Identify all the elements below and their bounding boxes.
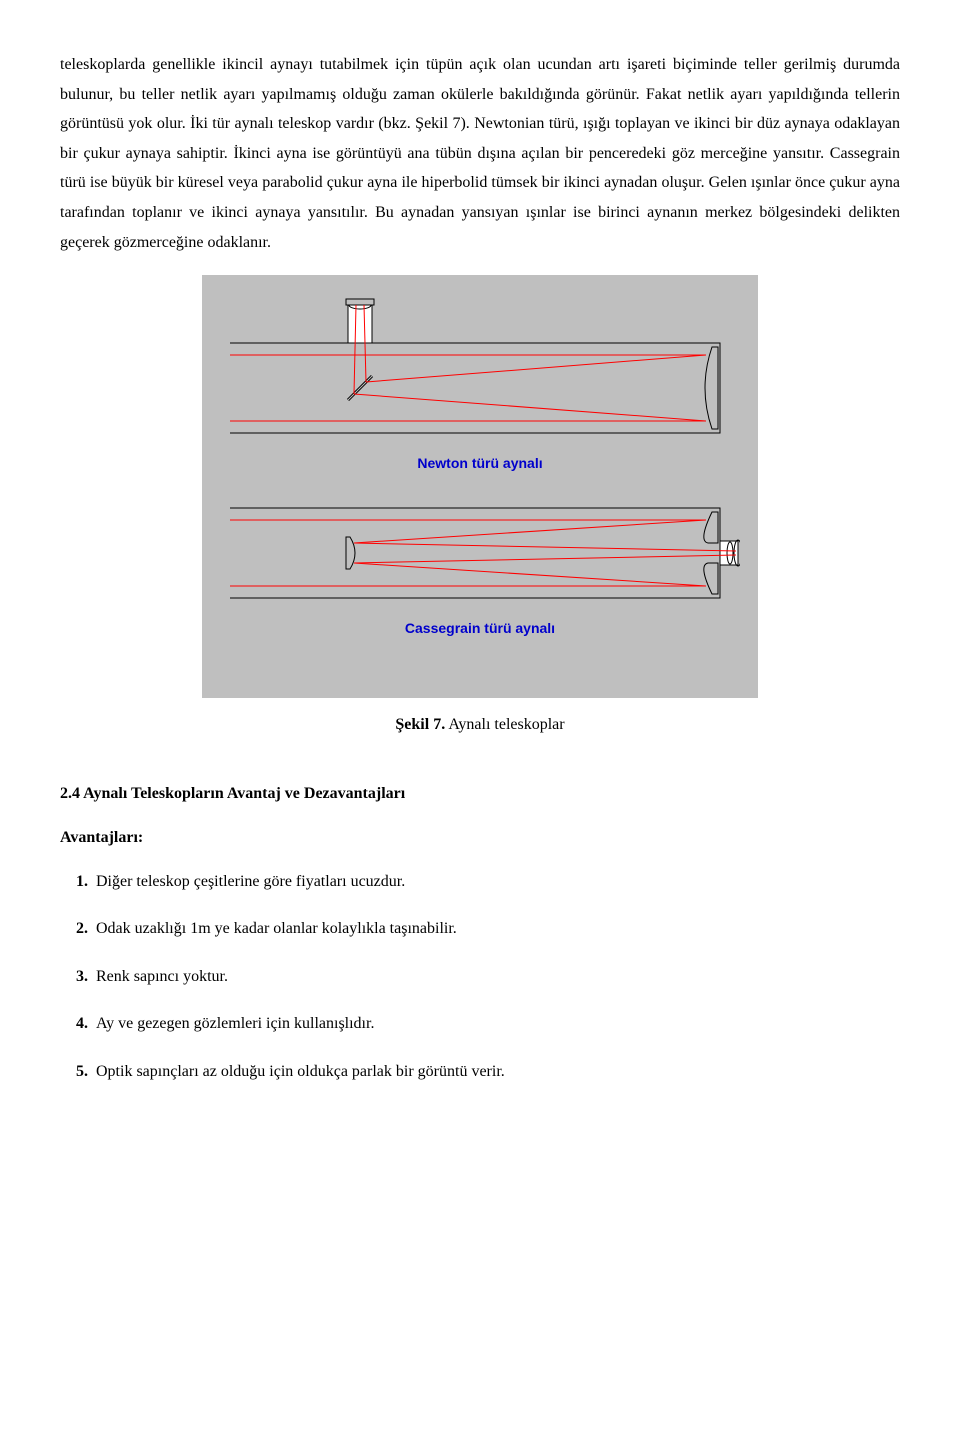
- list-item: Optik sapınçları az olduğu için oldukça …: [92, 1057, 900, 1087]
- list-item: Diğer teleskop çeşitlerine göre fiyatlar…: [92, 867, 900, 897]
- figure-caption-bold: Şekil 7.: [395, 716, 445, 733]
- svg-text:Newton türü aynalı: Newton türü aynalı: [417, 455, 542, 471]
- figure-caption-rest: Aynalı teleskoplar: [445, 716, 564, 733]
- section-heading: 2.4 Aynalı Teleskopların Avantaj ve Deza…: [60, 779, 900, 809]
- telescope-diagram: Newton türü aynalı Cassegrain türü aynalı: [220, 293, 740, 673]
- figure-container: Newton türü aynalı Cassegrain türü aynalı: [60, 275, 900, 698]
- svg-text:Cassegrain türü aynalı: Cassegrain türü aynalı: [405, 620, 555, 636]
- figure-caption: Şekil 7. Aynalı teleskoplar: [60, 710, 900, 740]
- list-item: Odak uzaklığı 1m ye kadar olanlar kolayl…: [92, 914, 900, 944]
- advantages-list: Diğer teleskop çeşitlerine göre fiyatlar…: [80, 867, 900, 1087]
- list-item: Ay ve gezegen gözlemleri için kullanışlı…: [92, 1009, 900, 1039]
- body-paragraph: teleskoplarda genellikle ikincil aynayı …: [60, 50, 900, 257]
- list-item: Renk sapıncı yoktur.: [92, 962, 900, 992]
- advantages-heading: Avantajları:: [60, 823, 900, 853]
- figure-box: Newton türü aynalı Cassegrain türü aynalı: [202, 275, 758, 698]
